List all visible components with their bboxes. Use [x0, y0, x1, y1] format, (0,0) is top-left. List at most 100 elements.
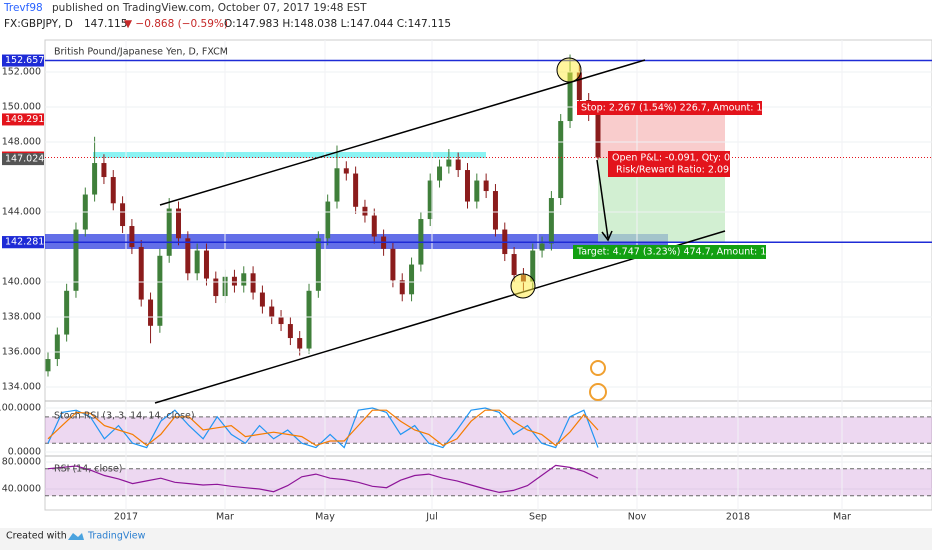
arrow-head	[601, 230, 613, 242]
candle-body	[306, 290, 312, 349]
candle-body	[539, 243, 545, 251]
event-icon[interactable]	[590, 360, 606, 376]
candle-body	[120, 203, 126, 227]
candle-body	[492, 191, 498, 230]
candle-body	[287, 324, 293, 339]
highlight-circle	[556, 57, 582, 83]
price-label: 152.657	[5, 55, 44, 66]
candle-body	[567, 72, 573, 122]
candle-body	[511, 254, 517, 276]
candle-body	[353, 173, 359, 207]
y-tick-label: 134.000	[2, 382, 41, 393]
candle-body	[446, 159, 452, 167]
x-tick-label: May	[315, 512, 335, 523]
resistance-zone	[93, 152, 486, 158]
pnl-label-bg	[608, 151, 730, 177]
y-tick-label: 0.0000	[8, 447, 41, 458]
candle-body	[64, 290, 70, 335]
logo	[68, 533, 84, 540]
y-tick-label: 80.0000	[2, 456, 41, 467]
candle-body	[483, 180, 489, 192]
arrow	[596, 159, 609, 239]
brand[interactable]: TradingView	[87, 531, 146, 542]
candle-body	[203, 250, 209, 279]
candle-body	[371, 215, 377, 237]
candle-body	[45, 359, 51, 372]
x-tick-label: Jul	[425, 512, 437, 523]
candle-body	[362, 206, 368, 216]
candle-body	[427, 180, 433, 220]
indicator-line	[47, 464, 599, 494]
pnl-label: Open P&L: -0.091, Qty: 0	[612, 153, 730, 164]
y-tick-label: 136.000	[2, 347, 41, 358]
ohlc: O:147.983 H:148.038 L:147.044 C:147.115	[224, 18, 451, 30]
candle-body	[176, 208, 182, 239]
candle-body	[166, 208, 172, 256]
target-label: Target: 4.747 (3.23%) 474.7, Amount: 1	[576, 247, 766, 258]
price-label-bg	[2, 153, 44, 166]
y-tick-label: 150.000	[2, 102, 41, 113]
x-tick-label: Mar	[216, 512, 234, 523]
price-label: 149.291	[5, 114, 44, 125]
candle-body	[54, 334, 60, 360]
x-tick-label: Mar	[833, 512, 851, 523]
x-tick-label: 2018	[726, 512, 750, 523]
price-label-bg	[2, 113, 44, 126]
lower-trendline	[154, 230, 726, 404]
candle-body	[343, 168, 349, 174]
price-label-bg	[2, 54, 44, 67]
candles	[45, 54, 601, 377]
candle-body	[325, 201, 331, 239]
candle-body	[194, 250, 200, 274]
y-tick-label: 144.000	[2, 207, 41, 218]
drawings: Stop: 2.267 (1.54%) 226.7, Amount: 1 Ope…	[154, 57, 766, 404]
stop-label-bg	[577, 101, 762, 115]
rsi-title: RSI (14, close)	[54, 464, 122, 475]
candle-body	[129, 226, 135, 248]
stop-label: Stop: 2.267 (1.54%) 226.7, Amount: 1	[581, 103, 762, 114]
candle-body	[278, 317, 284, 325]
x-tick-label: Nov	[628, 512, 647, 523]
candle-body	[73, 229, 79, 291]
candle-body	[185, 238, 191, 274]
created-with: Created with	[6, 531, 67, 542]
candle-body	[138, 247, 144, 300]
candle-body	[250, 273, 256, 293]
symbol: FX:GBPJPY, D	[4, 18, 73, 30]
last-price: 147.115	[84, 18, 127, 30]
candle-body	[437, 166, 443, 181]
candle-body	[101, 163, 107, 178]
highlight-circle	[510, 273, 536, 299]
x-tick-label: 2017	[114, 512, 138, 523]
upper-trendline	[159, 59, 646, 206]
candle-body	[148, 299, 154, 326]
band-fill	[45, 416, 932, 444]
indicator-line	[47, 407, 599, 449]
indicator-line	[47, 409, 599, 447]
y-tick-label: 140.000	[2, 277, 41, 288]
candle-body	[315, 238, 321, 291]
candle-body	[595, 114, 601, 158]
candle-body	[231, 276, 237, 286]
chart-frame	[44, 39, 932, 511]
y-tick-label: 148.000	[2, 137, 41, 148]
price-label-bg	[2, 236, 44, 249]
x-tick-label: Sep	[529, 512, 547, 523]
candle-body	[297, 338, 303, 349]
candle-body	[110, 177, 116, 204]
y-tick-label: 152.000	[2, 67, 41, 78]
ratio-label: Risk/Reward Ratio: 2.09	[616, 165, 729, 176]
y-tick-label: 40.0000	[2, 484, 41, 495]
candle-body	[92, 163, 98, 195]
candle-body	[390, 248, 396, 281]
candle-body	[157, 255, 163, 326]
event-icon[interactable]	[589, 383, 607, 401]
candle-body	[455, 159, 461, 171]
price-label: 147.024	[5, 154, 44, 165]
candle-body	[334, 168, 340, 202]
change: ▼ −0.868 (−0.59%)	[124, 18, 228, 30]
author[interactable]: Trevf98	[3, 2, 43, 14]
y-tick-label: 100.0000	[0, 403, 41, 414]
